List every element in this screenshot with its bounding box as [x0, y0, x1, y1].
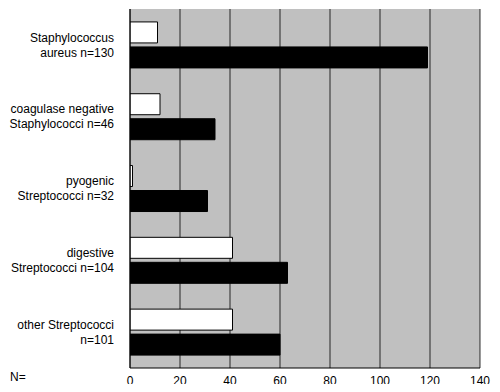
svg-text:digestiveStreptococci n=104: digestiveStreptococci n=104 [11, 246, 114, 275]
svg-text:Staphylococcusaureus n=130: Staphylococcusaureus n=130 [30, 31, 114, 60]
svg-text:60: 60 [273, 374, 287, 384]
svg-text:other Streptococcin=101: other Streptococcin=101 [17, 318, 114, 347]
svg-text:120: 120 [420, 374, 440, 384]
svg-text:80: 80 [323, 374, 337, 384]
svg-text:100: 100 [370, 374, 390, 384]
svg-text:coagulase negativeStaphylococc: coagulase negativeStaphylococci n=46 [10, 102, 115, 131]
svg-text:40: 40 [223, 374, 237, 384]
svg-text:0: 0 [127, 374, 134, 384]
svg-text:pyogenicStreptococci n=32: pyogenicStreptococci n=32 [18, 174, 115, 203]
html-text:N=: N= [10, 370, 26, 384]
svg-text:20: 20 [173, 374, 187, 384]
svg-text:140: 140 [470, 374, 490, 384]
